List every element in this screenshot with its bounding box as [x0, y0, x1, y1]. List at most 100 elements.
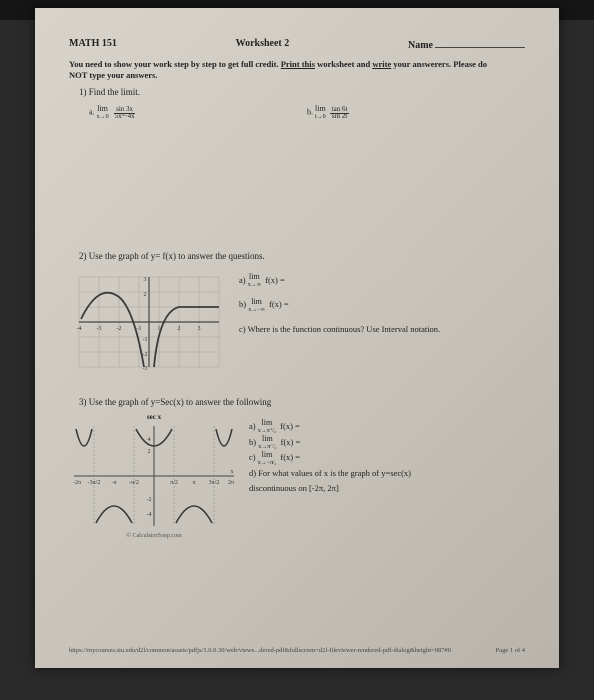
- q2b-expr: f(x) =: [269, 299, 289, 309]
- name-text: Name: [408, 40, 433, 51]
- q3a-limtop: lim: [262, 418, 273, 427]
- svg-text:-4: -4: [147, 512, 152, 518]
- svg-text:-3π/2: -3π/2: [88, 480, 101, 486]
- q3d: d) For what values of x is the graph of …: [249, 466, 525, 497]
- worksheet-title: Worksheet 2: [236, 38, 290, 51]
- q3b-limtop: lim: [262, 434, 273, 443]
- q2-graph: -4 -3 -2 -1 1 2 3 3 2 -1 -2 -3: [69, 267, 229, 377]
- instr-2: NOT type your answers.: [69, 70, 157, 80]
- q2a-limtop: lim: [249, 272, 260, 281]
- svg-text:3: 3: [198, 326, 201, 332]
- q3c-limtop: lim: [262, 450, 273, 459]
- q2-title: 2) Use the graph of y= f(x) to answer th…: [79, 251, 525, 261]
- q2a-label: a): [239, 275, 246, 285]
- q3a-lim: limx→π⁺⁄₂: [258, 419, 276, 435]
- q1a-lim: lim x→0: [97, 105, 109, 121]
- q3-questions: a) limx→π⁺⁄₂ f(x) = b) limx→π⁻⁄₂ f(x) = …: [249, 413, 525, 533]
- q2a: a) limx→∞ f(x) =: [239, 271, 525, 290]
- svg-text:2: 2: [144, 292, 147, 298]
- header-row: MATH 151 Worksheet 2 Name: [69, 38, 525, 51]
- q2b-label: b): [239, 299, 246, 309]
- svg-text:-π: -π: [111, 480, 116, 486]
- name-label: Name: [408, 38, 525, 51]
- instr-print: Print this: [281, 59, 315, 69]
- q3c-expr: f(x) =: [280, 452, 300, 462]
- instr-write: write: [372, 59, 391, 69]
- q1a: a. lim x→0 sin 3x 5x³−4x: [89, 105, 307, 121]
- svg-text:π/2: π/2: [170, 480, 178, 486]
- svg-text:-π/2: -π/2: [129, 480, 139, 486]
- q1b-lim: lim t→0: [315, 105, 326, 121]
- footer: https://mycourses.siu.edu/d2l/common/ass…: [69, 647, 525, 654]
- instructions: You need to show your work step by step …: [69, 59, 525, 81]
- q2b: b) limx→−∞ f(x) =: [239, 295, 525, 314]
- svg-text:-3: -3: [143, 366, 148, 372]
- svg-text:π: π: [192, 480, 195, 486]
- q3b-expr: f(x) =: [281, 437, 301, 447]
- svg-text:-2π: -2π: [73, 480, 81, 486]
- instr-1a: You need to show your work step by step …: [69, 59, 281, 69]
- svg-text:-4: -4: [77, 326, 82, 332]
- q3a-label: a): [249, 421, 256, 431]
- name-blank: [435, 38, 525, 48]
- q2-questions: a) limx→∞ f(x) = b) limx→−∞ f(x) = c) Wh…: [239, 267, 525, 377]
- svg-text:-2: -2: [117, 326, 122, 332]
- q1b-lim-sub: t→0: [315, 114, 326, 120]
- q2b-lim: limx→−∞: [248, 298, 265, 314]
- svg-text:2: 2: [178, 326, 181, 332]
- q2c: c) Where is the function continuous? Use…: [239, 320, 525, 339]
- svg-text:3π/2: 3π/2: [209, 480, 220, 486]
- q1a-frac: sin 3x 5x³−4x: [113, 106, 137, 120]
- q1b-lim-top: lim: [315, 104, 326, 113]
- q3c-label: c): [249, 452, 256, 462]
- svg-text:x: x: [231, 469, 234, 475]
- q1b: b. lim t→0 tan 6t sin 2t: [307, 105, 525, 121]
- svg-text:-1: -1: [143, 337, 148, 343]
- q2b-limsub: x→−∞: [248, 307, 265, 313]
- q3-row: sec x: [69, 413, 525, 533]
- q3-section: 3) Use the graph of y=Sec(x) to answer t…: [69, 397, 525, 533]
- q3c-lim: limx→−π⁄₂: [258, 451, 277, 467]
- calculator-soup-credit: © CalculatorSoup.com: [69, 533, 239, 539]
- q3d-line1: d) For what values of x is the graph of …: [249, 468, 411, 478]
- q1a-lim-top: lim: [97, 104, 108, 113]
- q2a-lim: limx→∞: [248, 273, 261, 289]
- q2-section: 2) Use the graph of y= f(x) to answer th…: [69, 251, 525, 377]
- q1b-bot: sin 2t: [330, 112, 349, 120]
- svg-text:3: 3: [144, 277, 147, 283]
- q3a: a) limx→π⁺⁄₂ f(x) =: [249, 419, 525, 435]
- q3d-line2: discontinuous on [-2π, 2π]: [249, 483, 339, 493]
- q1-row: a. lim x→0 sin 3x 5x³−4x b. lim t→0 tan …: [89, 105, 525, 121]
- footer-page: Page 1 of 4: [496, 647, 525, 654]
- svg-text:1: 1: [158, 326, 161, 332]
- instr-1b: worksheet and: [315, 59, 372, 69]
- svg-text:-2: -2: [143, 352, 148, 358]
- q2b-limtop: lim: [251, 297, 262, 306]
- svg-text:-2: -2: [147, 497, 152, 503]
- footer-url: https://mycourses.siu.edu/d2l/common/ass…: [69, 647, 451, 654]
- q3-graph: sec x: [69, 413, 239, 533]
- svg-text:2: 2: [148, 449, 151, 455]
- q1a-lim-sub: x→0: [97, 114, 109, 120]
- q1a-label: a.: [89, 108, 95, 117]
- svg-text:-3: -3: [97, 326, 102, 332]
- q3-title: 3) Use the graph of y=Sec(x) to answer t…: [79, 397, 525, 407]
- q3b-label: b): [249, 437, 256, 447]
- q2a-limsub: x→∞: [248, 282, 261, 288]
- q3-graph-label: sec x: [69, 413, 239, 421]
- q3b: b) limx→π⁻⁄₂ f(x) =: [249, 435, 525, 451]
- q3a-expr: f(x) =: [280, 421, 300, 431]
- q2-row: -4 -3 -2 -1 1 2 3 3 2 -1 -2 -3 a) limx→∞ f(x) = …: [69, 267, 525, 377]
- q1b-label: b.: [307, 108, 313, 117]
- q3b-lim: limx→π⁻⁄₂: [258, 435, 276, 451]
- svg-text:-1: -1: [137, 326, 142, 332]
- q1b-frac: tan 6t sin 2t: [330, 106, 350, 120]
- q2a-expr: f(x) =: [265, 275, 285, 285]
- q1a-bot: 5x³−4x: [113, 112, 137, 120]
- svg-text:2π: 2π: [228, 480, 234, 486]
- course-code: MATH 151: [69, 38, 117, 51]
- svg-text:4: 4: [148, 437, 151, 443]
- q3c-limsub: x→−π⁄₂: [258, 460, 277, 466]
- instr-1c: your answerers. Please do: [391, 59, 487, 69]
- q3c: c) limx→−π⁄₂ f(x) =: [249, 450, 525, 466]
